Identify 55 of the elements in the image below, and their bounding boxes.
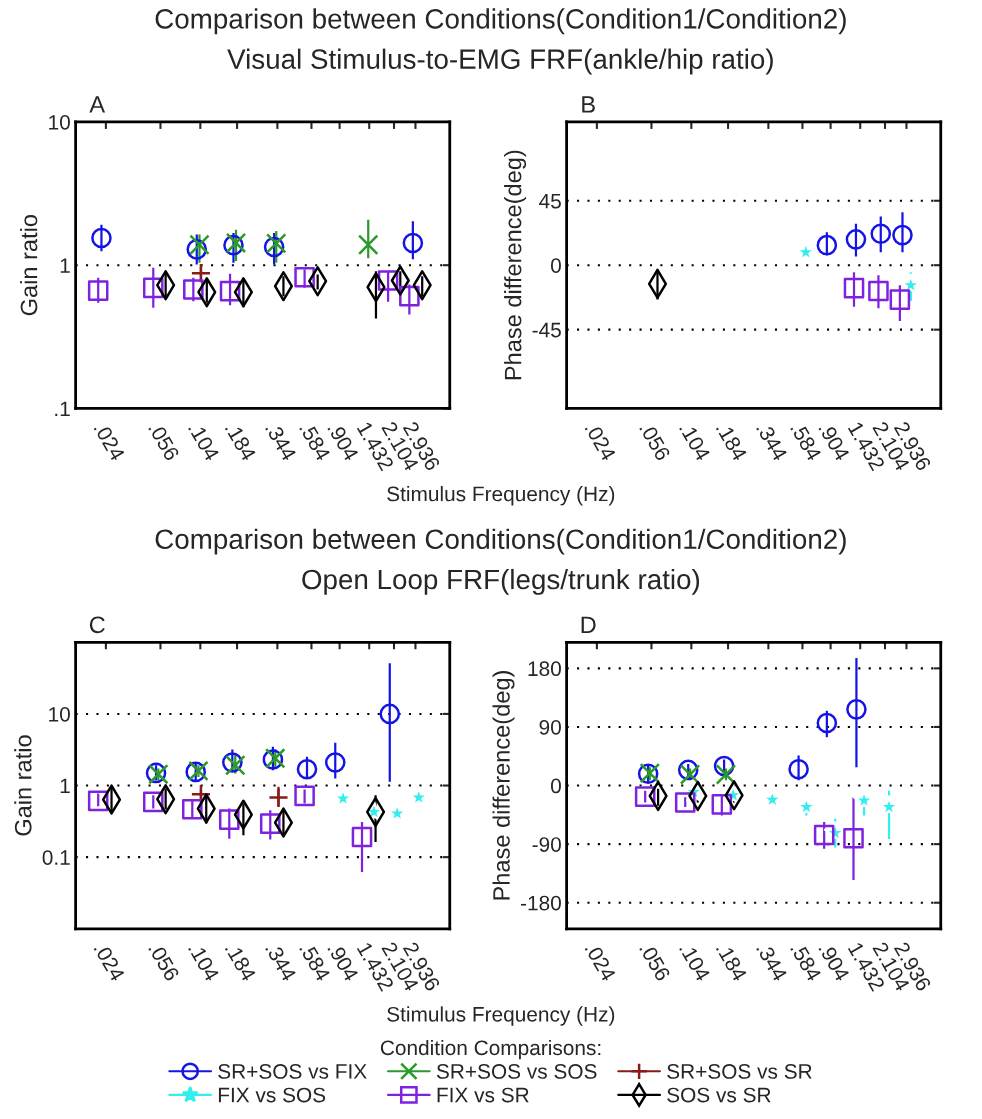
legend-label: FIX vs SR xyxy=(437,1087,529,1103)
x-tick-label: .104 xyxy=(679,421,711,462)
y-tick-label: -45 xyxy=(532,322,561,338)
chart-title: Comparison between Conditions(Condition1/Condition2) xyxy=(155,8,846,35)
x-tick-label: .056 xyxy=(148,941,180,982)
y-tick-label: 90 xyxy=(539,719,561,735)
text: A xyxy=(89,96,106,113)
y-tick-label: 1 xyxy=(60,778,70,794)
y-tick-label: 0 xyxy=(550,258,561,273)
chart-subtitle: Visual Stimulus-to-EMG FRF(ankle/hip ratio) xyxy=(227,48,773,75)
y-axis-title: Phase difference(deg) xyxy=(492,671,515,900)
x-tick-label: .024 xyxy=(93,941,126,983)
x-tick-label: .344 xyxy=(756,421,788,462)
x-tick-label: .056 xyxy=(639,421,671,462)
x-tick-label: .056 xyxy=(639,941,671,982)
legend-label: FIX vs SOS xyxy=(218,1087,326,1103)
y-axis-title: Gain ratio xyxy=(14,735,32,836)
chart-title: Comparison between Conditions(Condition1/Condition2) xyxy=(155,528,846,555)
text: B xyxy=(582,96,595,113)
x-tick-label: .104 xyxy=(188,421,220,462)
y-tick-label: 45 xyxy=(539,193,561,209)
chart-subtitle: Open Loop FRF(legs/trunk ratio) xyxy=(302,568,700,595)
x-tick-label: .024 xyxy=(584,941,617,983)
x-tick-label: .024 xyxy=(584,421,617,462)
x-tick-label: .056 xyxy=(148,421,180,462)
x-tick-label: .184 xyxy=(715,941,748,983)
legend-title: Condition Comparisons: xyxy=(380,1039,601,1060)
x-tick-label: .184 xyxy=(224,941,257,983)
x-tick-label: .104 xyxy=(188,941,220,983)
y-tick-label: 0.1 xyxy=(42,850,70,865)
y-axis-title: Gain ratio xyxy=(20,215,38,316)
text: D xyxy=(581,616,596,633)
x-tick-label: .104 xyxy=(679,941,711,983)
legend-label: SOS vs SR xyxy=(667,1087,771,1103)
text: C xyxy=(89,616,105,634)
x-tick-label: .184 xyxy=(224,421,257,462)
y-tick-label: 10 xyxy=(49,706,70,722)
y-tick-label: -90 xyxy=(532,837,561,852)
x-tick-label: .344 xyxy=(265,421,297,462)
y-tick-label: 180 xyxy=(528,661,561,677)
x-tick-label: .024 xyxy=(93,421,126,462)
x-axis-title: Stimulus Frequency (Hz) xyxy=(387,486,615,506)
x-tick-label: .184 xyxy=(715,421,748,462)
y-tick-label: .1 xyxy=(55,401,70,416)
y-tick-label: 1 xyxy=(60,258,70,273)
legend-label: SR+SOS vs FIX xyxy=(218,1064,367,1079)
legend-label: SR+SOS vs SOS xyxy=(436,1064,597,1079)
y-axis-title: Phase difference(deg) xyxy=(504,150,527,380)
y-tick-label: 10 xyxy=(49,114,70,130)
y-tick-label: -180 xyxy=(520,895,561,911)
y-tick-label: 0 xyxy=(550,778,561,794)
x-tick-label: .344 xyxy=(265,941,297,983)
x-tick-label: .344 xyxy=(756,941,788,983)
legend-label: SR+SOS vs SR xyxy=(667,1064,812,1079)
x-axis-title: Stimulus Frequency (Hz) xyxy=(387,1006,615,1026)
